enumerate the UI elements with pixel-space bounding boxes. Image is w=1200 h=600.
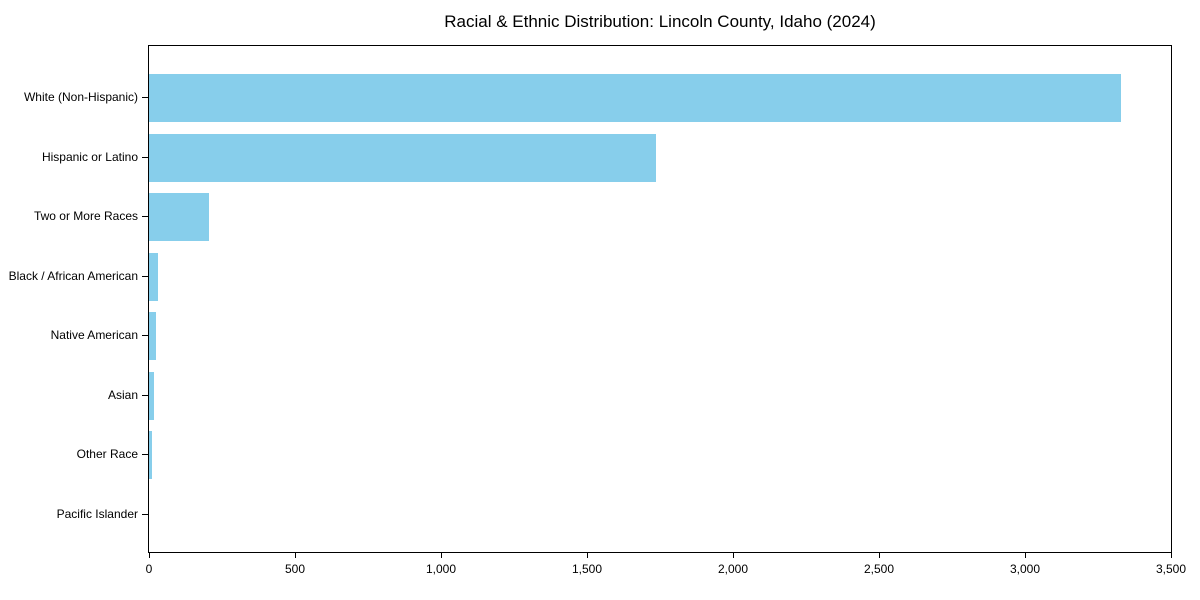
plot-area (148, 45, 1172, 553)
bar-other-race (149, 431, 152, 479)
y-tick-mark (142, 394, 148, 396)
bar-two-or-more-races (149, 193, 209, 241)
bar-white-non-hispanic (149, 74, 1122, 122)
y-tick-mark (142, 454, 148, 455)
y-axis-category-label: Pacific Islander (56, 506, 138, 521)
y-axis-category-label: Other Race (76, 447, 138, 461)
y-tick-mark (142, 275, 148, 277)
x-tick-label: 500 (284, 562, 306, 576)
x-tick-label: 3,500 (1155, 562, 1187, 576)
x-tick-label: 1,500 (571, 562, 603, 576)
y-tick-mark (142, 335, 148, 336)
y-tick-mark (142, 513, 148, 515)
bar-black-african-american (149, 252, 159, 301)
x-tick-mark (587, 553, 588, 558)
bar-hispanic-or-latino (149, 133, 656, 182)
x-tick-label: 2,500 (863, 562, 895, 576)
x-tick-label: 0 (145, 562, 153, 576)
x-tick-mark (733, 553, 734, 558)
x-tick-mark (295, 553, 296, 558)
x-tick-mark (879, 553, 880, 558)
x-tick-mark (1025, 553, 1026, 558)
y-tick-mark (142, 156, 148, 158)
y-axis-category-label: Hispanic or Latino (41, 149, 138, 164)
x-tick-mark (441, 553, 442, 558)
x-tick-mark (1171, 553, 1172, 558)
bar-native-american (149, 312, 157, 360)
chart-title: Racial & Ethnic Distribution: Lincoln Co… (444, 12, 876, 31)
y-axis-category-label: Native American (50, 328, 138, 342)
bar-asian (149, 371, 154, 420)
y-axis-category-label: Asian (107, 387, 138, 402)
y-tick-mark (142, 216, 148, 217)
y-axis-category-label: Two or More Races (33, 209, 138, 223)
y-axis-category-label: Black / African American (8, 268, 138, 283)
y-tick-mark (142, 97, 148, 98)
x-tick-label: 3,000 (1009, 562, 1041, 576)
x-tick-label: 1,000 (425, 562, 457, 576)
x-tick-mark (149, 553, 150, 558)
x-tick-label: 2,000 (717, 562, 749, 576)
y-axis-category-label: White (Non-Hispanic) (23, 90, 138, 104)
